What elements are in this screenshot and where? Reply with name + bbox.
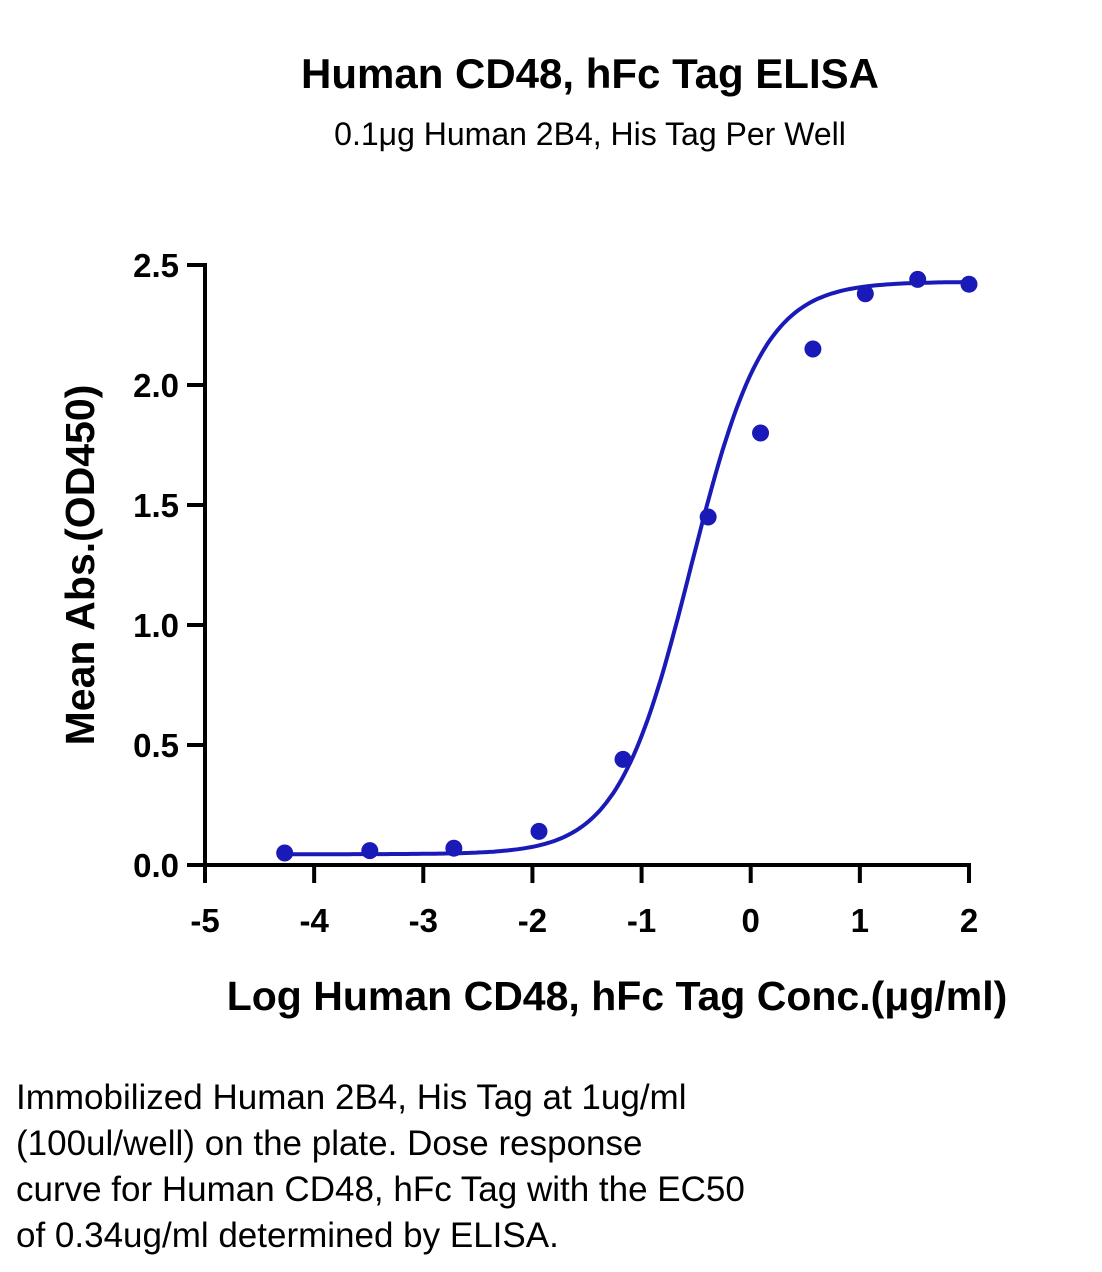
y-axis-title: Mean Abs.(OD450)	[57, 385, 103, 746]
data-point	[856, 285, 874, 303]
x-axis-title: Log Human CD48, hFc Tag Conc.(μg/ml)	[227, 973, 1008, 1019]
x-tick-label: -1	[627, 902, 656, 939]
data-point	[530, 822, 548, 840]
x-tick-label: 1	[851, 902, 869, 939]
data-point	[909, 270, 927, 288]
y-tick-label: 2.0	[133, 367, 179, 404]
y-tick-label: 0.0	[133, 847, 179, 884]
y-tick-label: 0.5	[133, 727, 179, 764]
data-point	[752, 424, 770, 442]
data-point	[804, 340, 822, 358]
data-point	[445, 839, 463, 857]
chart-caption: Immobilized Human 2B4, His Tag at 1ug/ml…	[16, 1078, 745, 1255]
y-tick-label: 1.5	[133, 487, 179, 524]
data-point	[361, 842, 379, 860]
chart-title: Human CD48, hFc Tag ELISA	[301, 50, 879, 97]
data-point	[614, 750, 632, 768]
data-point	[699, 508, 717, 526]
data-point	[960, 275, 978, 293]
x-tick-label: 0	[742, 902, 760, 939]
y-tick-label: 1.0	[133, 607, 179, 644]
x-tick-label: -5	[190, 902, 219, 939]
x-tick-label: -3	[409, 902, 438, 939]
y-tick-label: 2.5	[133, 247, 179, 284]
x-tick-label: -2	[518, 902, 547, 939]
elisa-chart: 0.0 0.5 1.0 1.5 2.0 2.5 -5 -4 -3 -2 -1 0 1 2 Log Human…	[57, 247, 1008, 1019]
chart-subtitle: 0.1μg Human 2B4, His Tag Per Well	[334, 116, 846, 152]
x-tick-label: 2	[960, 902, 978, 939]
data-point	[276, 844, 294, 862]
x-tick-label: -4	[299, 902, 329, 939]
fit-curve	[284, 280, 969, 857]
